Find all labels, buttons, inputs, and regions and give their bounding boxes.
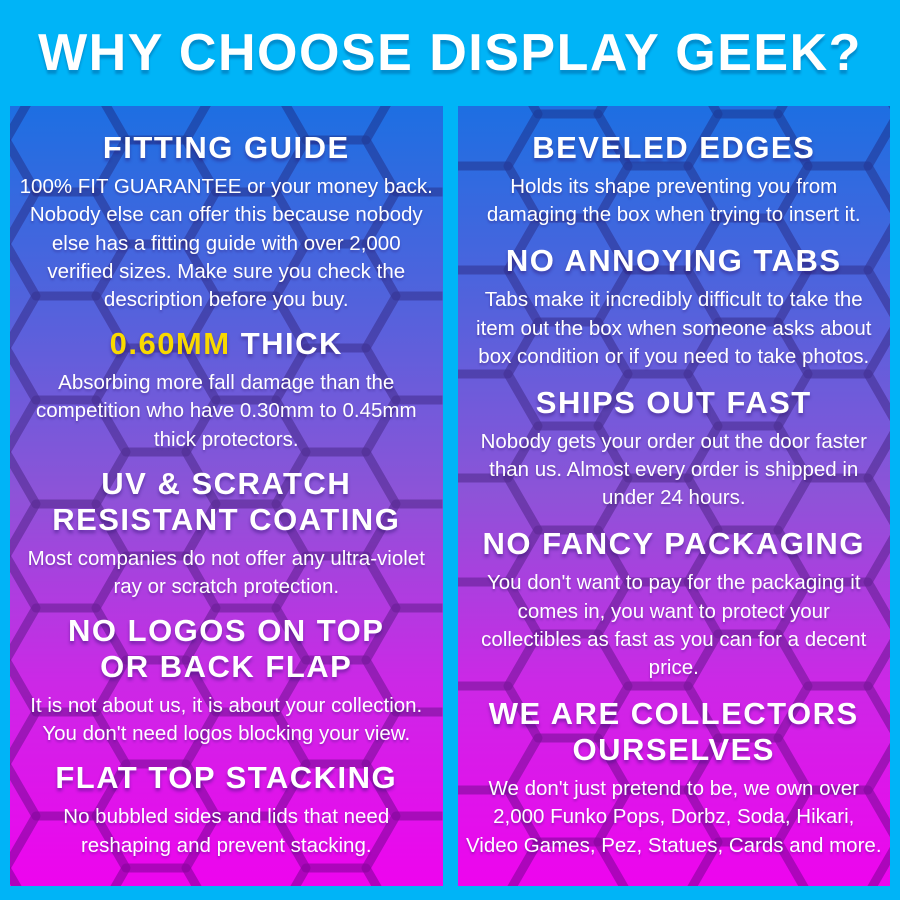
section-heading: SHIPS OUT FAST	[535, 384, 812, 420]
right-panel: BEVELED EDGES Holds its shape preventing…	[457, 106, 891, 886]
section-heading: NO ANNOYING TABS	[505, 243, 842, 279]
left-panel-content: FITTING GUIDE 100% FIT GUARANTEE or your…	[10, 106, 443, 886]
section-body: We don't just pretend to be, we own over…	[465, 777, 882, 857]
section-no-packaging: NO FANCY PACKAGING You don't want to pay…	[466, 526, 883, 682]
section-heading: FITTING GUIDE	[102, 130, 350, 165]
section-body: Most companies do not offer any ultra-vi…	[27, 546, 425, 599]
header-banner: WHY CHOOSE DISPLAY GEEK?	[0, 0, 900, 106]
section-collectors: WE ARE COLLECTORS OURSELVES We don't jus…	[466, 696, 883, 860]
columns: FITTING GUIDE 100% FIT GUARANTEE or your…	[0, 106, 900, 900]
left-panel: FITTING GUIDE 100% FIT GUARANTEE or your…	[10, 106, 443, 886]
section-heading: NO FANCY PACKAGING	[482, 526, 865, 562]
hexagon-pattern	[457, 106, 890, 886]
thickness-highlight: 0.60MM	[109, 326, 231, 362]
thickness-rest: THICK	[230, 326, 343, 362]
section-body: Holds its shape preventing you from dama…	[486, 174, 861, 227]
section-ships-fast: SHIPS OUT FAST Nobody gets your order ou…	[466, 385, 883, 513]
right-panel-content: BEVELED EDGES Holds its shape preventing…	[458, 106, 891, 886]
section-heading: NO LOGOS ON TOP OR BACK FLAP	[68, 613, 385, 685]
section-no-logos: NO LOGOS ON TOP OR BACK FLAP It is not a…	[18, 613, 435, 748]
section-body: Tabs make it incredibly difficult to tak…	[476, 288, 872, 368]
section-body: Absorbing more fall damage than the comp…	[35, 371, 417, 451]
section-thickness: 0.60MM THICK Absorbing more fall damage …	[18, 326, 435, 454]
section-body: 100% FIT GUARANTEE or your money back. N…	[19, 174, 433, 312]
section-flat-top: FLAT TOP STACKING No bubbled sides and l…	[18, 760, 435, 860]
section-heading: WE ARE COLLECTORS OURSELVES	[488, 696, 859, 768]
section-heading: BEVELED EDGES	[532, 130, 816, 165]
section-body: You don't want to pay for the packaging …	[481, 571, 867, 680]
section-fitting-guide: FITTING GUIDE 100% FIT GUARANTEE or your…	[18, 130, 435, 314]
section-body: It is not about us, it is about your col…	[30, 694, 423, 746]
section-heading: FLAT TOP STACKING	[55, 760, 398, 796]
section-heading: 0.60MM THICK	[18, 326, 435, 362]
section-body: Nobody gets your order out the door fast…	[480, 429, 867, 510]
section-uv-coating: UV & SCRATCH RESISTANT COATING Most comp…	[18, 466, 435, 601]
section-heading: UV & SCRATCH RESISTANT COATING	[52, 465, 401, 537]
section-beveled-edges: BEVELED EDGES Holds its shape preventing…	[466, 130, 883, 230]
section-body: No bubbled sides and lids that need resh…	[63, 805, 390, 857]
page-title: WHY CHOOSE DISPLAY GEEK?	[38, 24, 862, 82]
section-no-tabs: NO ANNOYING TABS Tabs make it incredibly…	[466, 243, 883, 371]
hexagon-pattern	[10, 106, 443, 886]
